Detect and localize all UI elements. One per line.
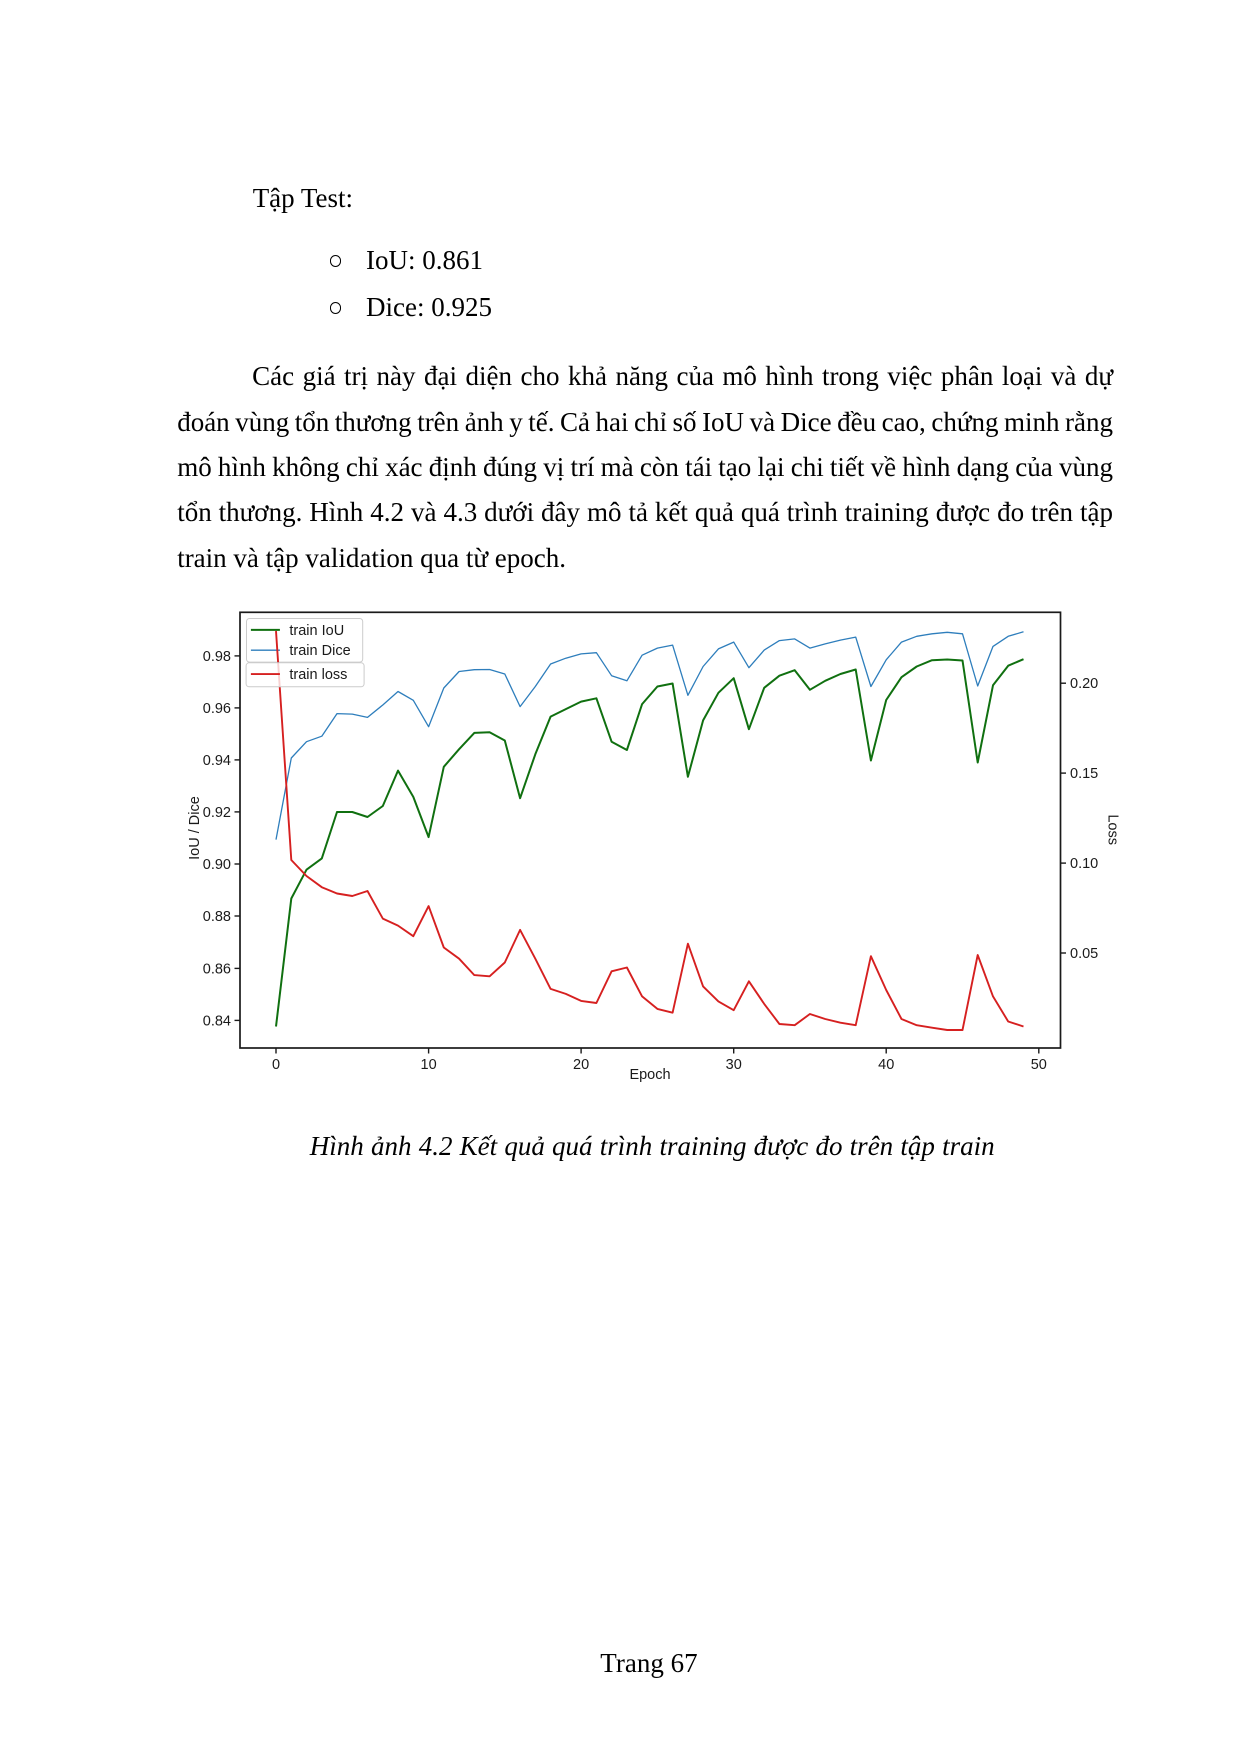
svg-text:0.15: 0.15 <box>1070 766 1098 782</box>
svg-text:0.05: 0.05 <box>1070 946 1098 962</box>
svg-text:10: 10 <box>421 1057 437 1073</box>
svg-text:0.84: 0.84 <box>203 1013 231 1029</box>
svg-text:Loss: Loss <box>1105 814 1121 845</box>
svg-text:50: 50 <box>1031 1057 1047 1073</box>
svg-text:0.98: 0.98 <box>203 649 231 665</box>
svg-text:0.96: 0.96 <box>203 701 231 717</box>
svg-text:train Dice: train Dice <box>289 643 350 659</box>
svg-text:0: 0 <box>272 1057 280 1073</box>
svg-text:0.90: 0.90 <box>203 857 231 873</box>
svg-text:20: 20 <box>573 1057 589 1073</box>
svg-text:40: 40 <box>878 1057 894 1073</box>
svg-text:Epoch: Epoch <box>629 1067 670 1083</box>
svg-text:0.88: 0.88 <box>203 909 231 925</box>
svg-text:0.92: 0.92 <box>203 805 231 821</box>
svg-text:30: 30 <box>726 1057 742 1073</box>
svg-text:0.94: 0.94 <box>203 753 231 769</box>
svg-text:0.20: 0.20 <box>1070 676 1098 692</box>
svg-text:0.86: 0.86 <box>203 961 231 977</box>
svg-text:train IoU: train IoU <box>289 623 344 639</box>
svg-text:0.10: 0.10 <box>1070 856 1098 872</box>
svg-text:IoU / Dice: IoU / Dice <box>187 796 203 860</box>
svg-text:train loss: train loss <box>289 667 347 683</box>
